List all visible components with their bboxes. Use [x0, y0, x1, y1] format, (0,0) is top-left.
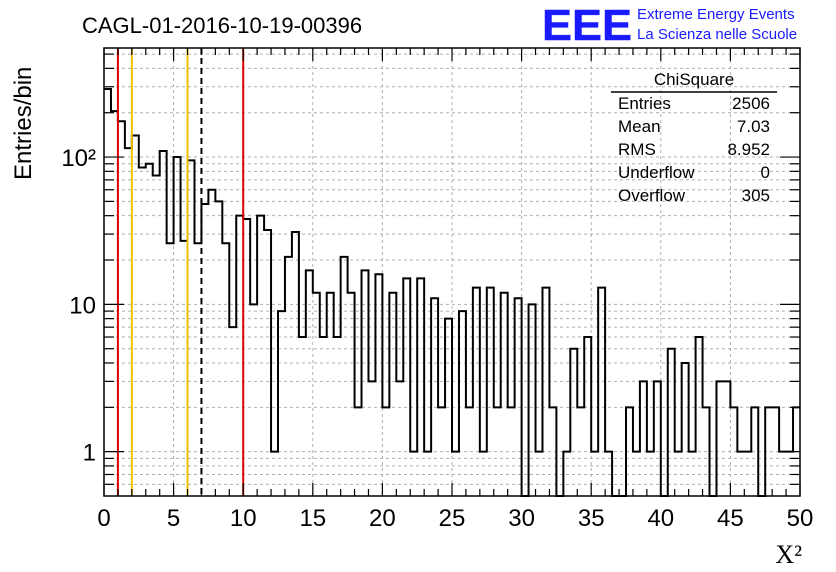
run-title: CAGL-01-2016-10-19-00396 [82, 13, 362, 38]
x-tick-label: 20 [369, 505, 396, 532]
y-tick-label: 10 [69, 292, 96, 319]
stats-title: ChiSquare [654, 70, 734, 89]
stats-label: Entries [618, 94, 671, 113]
histogram-steps [104, 87, 800, 497]
logo-line-2: La Scienza nelle Scuole [637, 26, 797, 43]
stats-value: 2506 [732, 94, 770, 113]
x-tick-label: 40 [647, 505, 674, 532]
x-tick-label: 30 [508, 505, 535, 532]
x-tick-label: 0 [97, 505, 110, 532]
x-tick-label: 15 [299, 505, 326, 532]
stats-label: Underflow [618, 163, 695, 182]
y-tick-label: 1 [83, 440, 96, 467]
y-axis-label: Entries/bin [10, 67, 37, 180]
histogram-series [104, 87, 800, 497]
x-tick-label: 35 [578, 505, 605, 532]
logo-line-1: Extreme Energy Events [637, 6, 795, 23]
y-tick-label: 10² [61, 145, 96, 172]
x-tick-label: 25 [439, 505, 466, 532]
x-tick-labels: 0 5 10 15 20 25 30 35 40 45 50 [97, 505, 813, 532]
y-tick-labels: 1 10 10² [61, 145, 96, 467]
x-tick-label: 50 [787, 505, 814, 532]
x-axis-label: X² [775, 540, 802, 569]
stats-value: 0 [761, 163, 770, 182]
stats-box: ChiSquare Entries 2506 Mean 7.03 RMS 8.9… [611, 70, 777, 205]
stats-label: RMS [618, 140, 656, 159]
axis-ticks [103, 48, 801, 496]
x-tick-label: 5 [167, 505, 180, 532]
stats-value: 8.952 [727, 140, 770, 159]
stats-value: 7.03 [737, 117, 770, 136]
stats-value: 305 [742, 186, 770, 205]
eee-logo: EEE [542, 1, 632, 50]
stats-label: Overflow [618, 186, 686, 205]
stats-label: Mean [618, 117, 661, 136]
cut-lines [116, 48, 245, 496]
x-tick-label: 45 [717, 505, 744, 532]
x-tick-label: 10 [230, 505, 257, 532]
